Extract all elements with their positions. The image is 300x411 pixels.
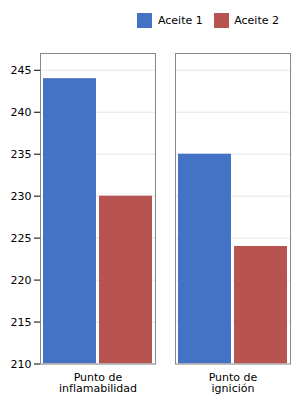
svg-text:245: 245 xyxy=(11,63,32,76)
svg-text:Punto deignición: Punto deignición xyxy=(209,370,258,394)
svg-text:Punto deinflamabilidad: Punto deinflamabilidad xyxy=(59,370,137,394)
svg-text:230: 230 xyxy=(11,189,32,202)
html-text:Aceite 1: Aceite 1 xyxy=(157,14,203,27)
svg-text:225: 225 xyxy=(11,231,32,244)
svg-text:235: 235 xyxy=(11,147,32,160)
svg-text:210: 210 xyxy=(11,357,32,370)
svg-text:215: 215 xyxy=(11,315,32,328)
svg-text:220: 220 xyxy=(11,273,32,286)
html-text:Aceite 2: Aceite 2 xyxy=(234,14,279,27)
svg-text:240: 240 xyxy=(11,105,32,118)
